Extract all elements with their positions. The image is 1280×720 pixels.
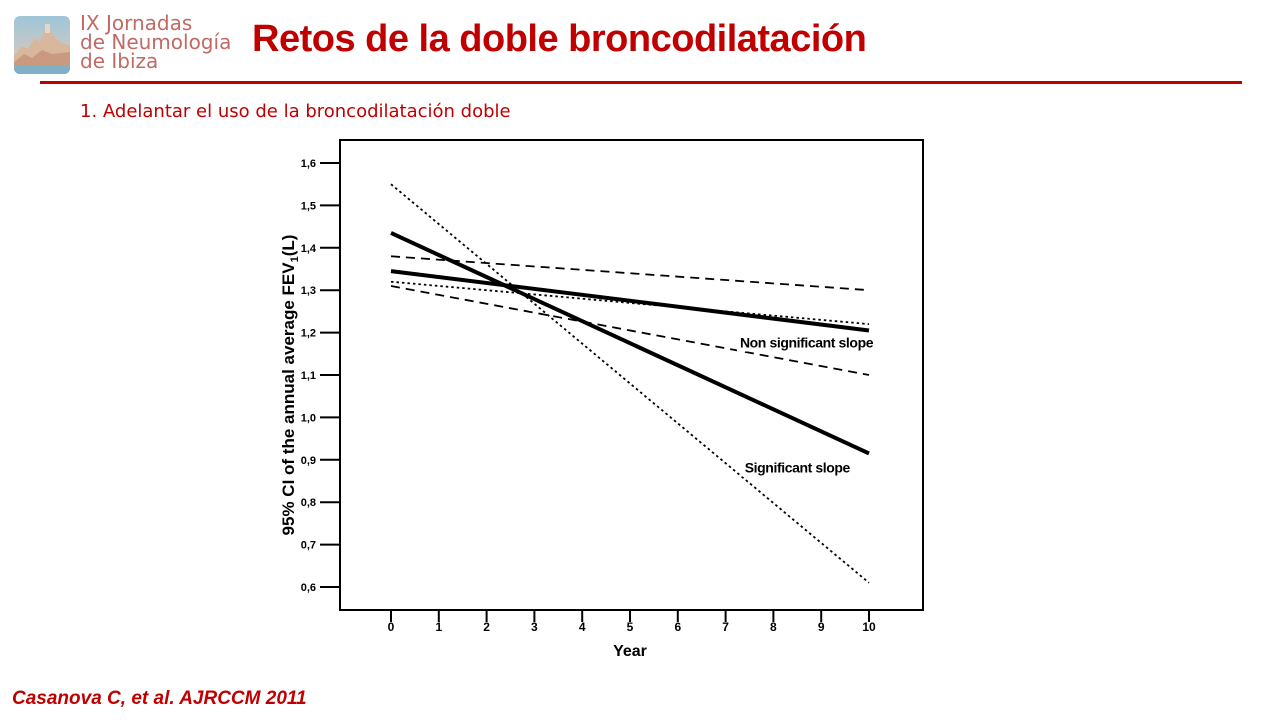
annotation-background (736, 333, 877, 352)
y-tick-label: 1,4 (301, 243, 317, 255)
y-tick-label: 1,1 (301, 370, 316, 382)
ibiza-logo-image (14, 16, 70, 74)
series-line-solid (390, 231, 870, 456)
x-tick-label: 9 (818, 620, 825, 634)
x-tick-label: 4 (579, 620, 586, 634)
chart-axes: 0,6 0,7 0,8 0,9 1,0 1,1 1,2 1,3 1,4 1,5 1,6 0 1 2 3 4 5 6… (279, 139, 924, 660)
title-divider (40, 81, 1242, 84)
x-tick-label: 1 (435, 620, 442, 634)
logo-line: de Neumología (80, 30, 232, 54)
x-tick-label: 8 (770, 620, 777, 634)
series-line-dotted (390, 280, 870, 326)
series-line-dotted (390, 183, 870, 584)
slide-title: Retos de la doble broncodilatación (252, 18, 867, 60)
y-tick-label: 0,7 (301, 540, 316, 552)
y-tick-label: 0,6 (301, 582, 316, 594)
annotation-background (741, 458, 854, 477)
logo-wordmark: IX Jornadas de Neumología de Ibiza (80, 11, 232, 73)
event-logo: IX Jornadas de Neumología de Ibiza (14, 11, 244, 78)
x-tick-label: 5 (627, 620, 634, 634)
x-tick-label: 2 (483, 620, 490, 634)
logo-line: de Ibiza (80, 49, 159, 73)
slope-annotation: Non significant slope (740, 334, 874, 350)
x-axis-title: Year (613, 643, 647, 660)
plot-frame (339, 139, 924, 611)
x-tick-label: 0 (388, 620, 395, 634)
y-tick-label: 1,0 (301, 412, 316, 424)
chart-plot-area: Non significant slope Significant slope (390, 183, 877, 584)
slide-subtitle: 1. Adelantar el uso de la broncodilataci… (80, 101, 511, 122)
slope-annotation: Significant slope (745, 460, 851, 476)
series-line-solid (390, 269, 870, 333)
logo-line: IX Jornadas (80, 11, 193, 35)
y-tick-label: 1,2 (301, 328, 316, 340)
fev1-slope-chart: 0,6 0,7 0,8 0,9 1,0 1,1 1,2 1,3 1,4 1,5 1,6 0 1 2 3 4 5 6… (279, 139, 924, 660)
x-tick-label: 7 (722, 620, 729, 634)
y-tick-label: 1,5 (301, 200, 316, 212)
y-tick-label: 0,9 (301, 455, 316, 467)
series-line-dashed (390, 255, 870, 292)
series-line-dashed (390, 285, 870, 376)
y-axis-title: 95% CI of the annual average FEV1(L) (279, 235, 301, 536)
x-tick-label: 6 (674, 620, 681, 634)
y-tick-label: 0,8 (301, 497, 316, 509)
citation: Casanova C, et al. AJRCCM 2011 (12, 688, 307, 709)
x-tick-label: 10 (862, 620, 876, 634)
y-tick-label: 1,6 (301, 158, 316, 170)
x-tick-label: 3 (531, 620, 538, 634)
y-tick-label: 1,3 (301, 285, 316, 297)
